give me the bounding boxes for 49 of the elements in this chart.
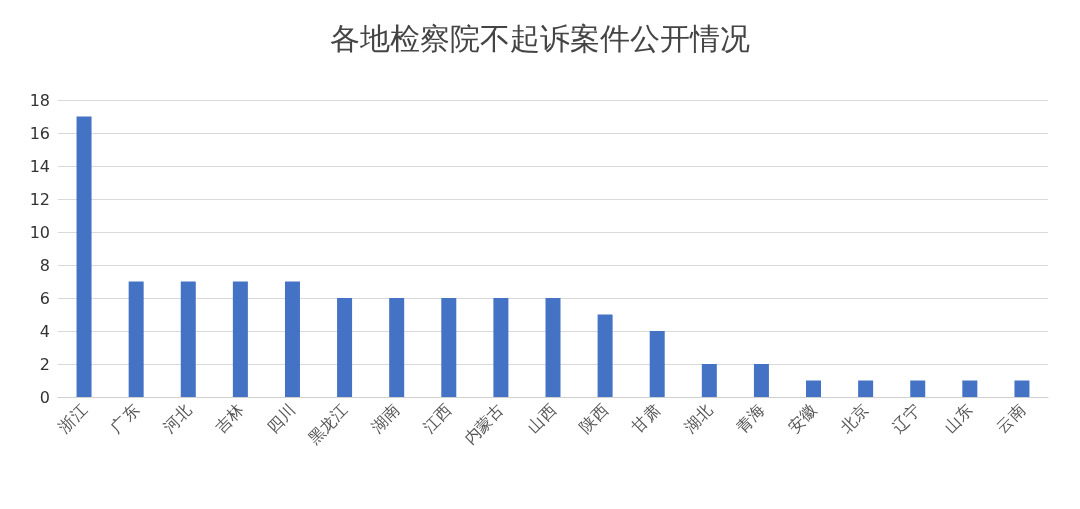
bar	[545, 298, 561, 397]
x-tick-label: 吉林	[211, 400, 248, 437]
bar	[649, 331, 665, 397]
bar	[441, 298, 457, 397]
x-tick-label: 青海	[732, 400, 769, 437]
bar	[910, 380, 926, 397]
x-tick-label: 黑龙江	[303, 400, 352, 448]
bar	[337, 298, 353, 397]
bar	[597, 314, 613, 397]
bar	[284, 281, 300, 397]
bar	[128, 281, 144, 397]
x-tick-label: 安徽	[784, 400, 821, 437]
x-tick-label: 辽宁	[888, 400, 925, 437]
y-tick-label: 2	[39, 354, 50, 374]
bar	[76, 116, 92, 397]
y-tick-label: 10	[29, 222, 50, 242]
x-tick-label: 江西	[419, 400, 456, 437]
y-tick-label: 12	[29, 189, 50, 209]
x-tick-label: 浙江	[54, 400, 91, 437]
bar	[858, 380, 874, 397]
x-tick-label: 四川	[263, 400, 300, 437]
bar	[1014, 380, 1030, 397]
y-tick-label: 0	[39, 387, 50, 407]
bar	[232, 281, 248, 397]
x-tick-label: 山东	[940, 400, 977, 437]
bar	[753, 364, 769, 397]
x-tick-label: 湖北	[679, 400, 717, 437]
x-tick-label: 广东	[106, 400, 143, 437]
y-tick-label: 6	[39, 288, 50, 308]
y-tick-label: 16	[29, 123, 50, 143]
x-tick-label: 北京	[836, 400, 873, 437]
y-tick-label: 8	[39, 255, 50, 275]
x-tick-label: 湖南	[367, 400, 404, 437]
bar	[493, 298, 509, 397]
x-tick-label: 河北	[158, 400, 195, 437]
y-tick-label: 14	[29, 156, 50, 176]
bar	[701, 364, 717, 397]
y-tick-label: 18	[29, 90, 50, 110]
bar	[806, 380, 822, 397]
x-tick-label: 陕西	[575, 400, 612, 437]
x-tick-label: 甘肃	[627, 400, 664, 437]
y-tick-label: 4	[39, 321, 50, 341]
chart-title: 各地检察院不起诉案件公开情况	[330, 20, 750, 56]
bar	[180, 281, 196, 397]
x-tick-label: 内蒙古	[460, 400, 508, 448]
bar	[962, 380, 978, 397]
x-tick-label: 云南	[992, 400, 1029, 437]
x-tick-label: 山西	[523, 400, 560, 437]
bar	[389, 298, 405, 397]
